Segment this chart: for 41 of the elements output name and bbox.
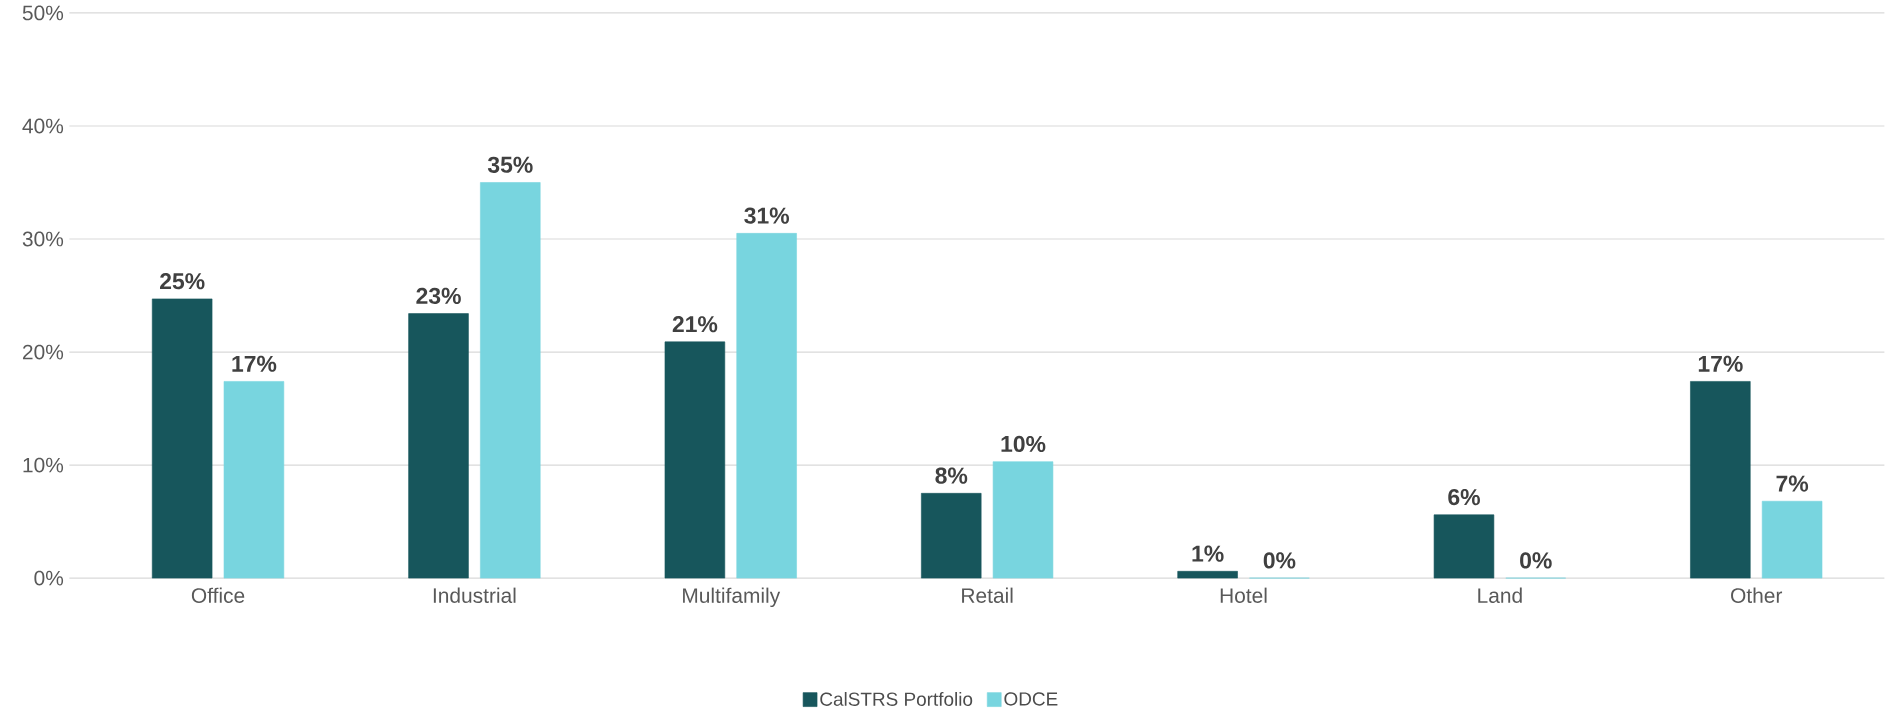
bar bbox=[480, 182, 541, 579]
bar bbox=[408, 313, 469, 579]
data-label: 31% bbox=[744, 207, 789, 224]
data-label: 8% bbox=[935, 467, 968, 484]
data-label: 35% bbox=[487, 156, 533, 173]
bar bbox=[664, 341, 726, 579]
x-tick-label: Other bbox=[1731, 587, 1783, 603]
y-tick-label: 20% bbox=[22, 344, 64, 360]
data-label: 17% bbox=[1698, 355, 1743, 372]
data-label: 21% bbox=[672, 315, 718, 333]
x-tick-label: Industrial bbox=[433, 587, 516, 603]
data-label: 7% bbox=[1776, 475, 1809, 492]
data-label: 10% bbox=[1001, 435, 1046, 452]
bar bbox=[223, 381, 285, 579]
data-label: 6% bbox=[1448, 488, 1480, 506]
x-tick-label: Multifamily bbox=[683, 587, 781, 608]
bar bbox=[1690, 381, 1751, 579]
bar bbox=[151, 298, 213, 579]
x-tick-label: Retail bbox=[962, 587, 1013, 603]
legend-label: ODCE bbox=[1004, 692, 1058, 706]
bar bbox=[992, 461, 1054, 579]
data-label: 25% bbox=[160, 272, 205, 290]
bar bbox=[736, 232, 797, 579]
x-tick-label: Office bbox=[191, 587, 245, 603]
y-tick-label: 30% bbox=[22, 231, 64, 247]
bar bbox=[1433, 514, 1495, 579]
data-label: 0% bbox=[1520, 552, 1552, 569]
y-tick-label: 40% bbox=[22, 118, 64, 134]
bar bbox=[1177, 570, 1238, 579]
bar bbox=[1761, 500, 1823, 579]
legend-label: CalSTRS Portfolio bbox=[820, 691, 973, 706]
data-label: 0% bbox=[1263, 552, 1296, 569]
bar bbox=[921, 492, 982, 579]
y-tick-label: 10% bbox=[23, 457, 64, 473]
data-label: 1% bbox=[1192, 545, 1224, 562]
data-label: 23% bbox=[416, 287, 461, 304]
y-tick-label: 50% bbox=[22, 5, 64, 21]
x-tick-label: Land bbox=[1478, 587, 1522, 603]
y-tick-label: 0% bbox=[34, 570, 64, 586]
data-label: 17% bbox=[232, 355, 277, 372]
x-tick-label: Hotel bbox=[1220, 587, 1267, 603]
